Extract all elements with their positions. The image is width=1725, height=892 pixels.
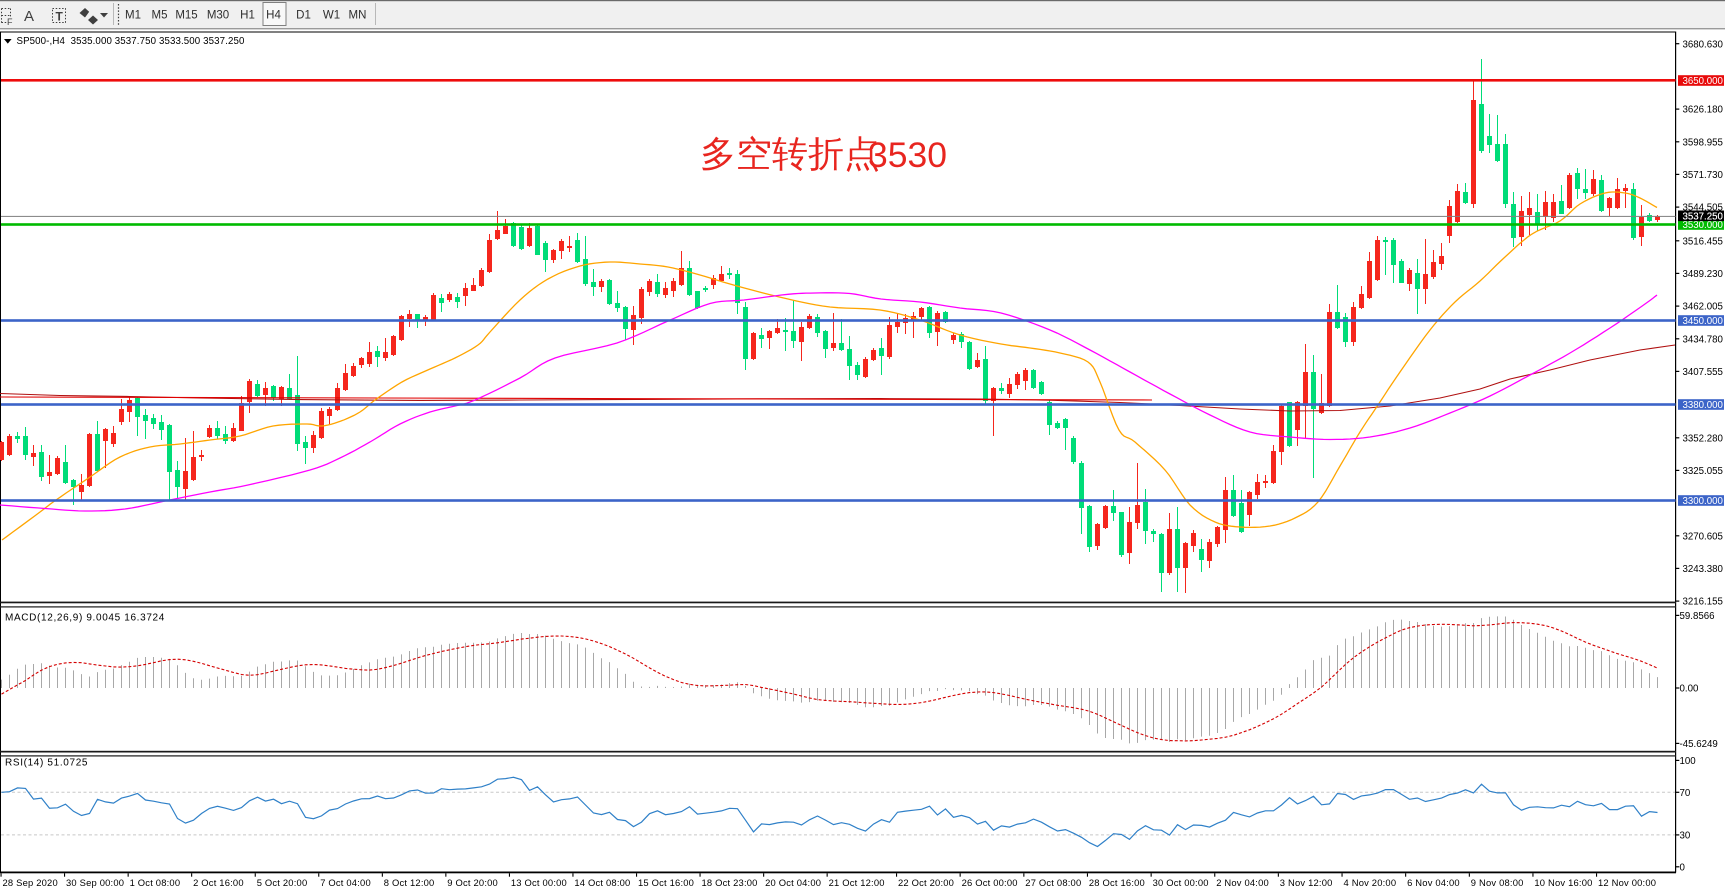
svg-text:3300.000: 3300.000 (1683, 496, 1724, 507)
svg-text:W1: W1 (323, 10, 340, 22)
svg-text:3530.000: 3530.000 (1683, 220, 1724, 231)
svg-text:12 Nov 00:00: 12 Nov 00:00 (1598, 877, 1656, 888)
svg-text:3530: 3530 (868, 135, 947, 175)
svg-text:27 Oct 08:00: 27 Oct 08:00 (1025, 877, 1081, 888)
svg-text:3650.000: 3650.000 (1683, 76, 1724, 87)
svg-text:3489.230: 3489.230 (1683, 269, 1724, 280)
svg-text:18 Oct 23:00: 18 Oct 23:00 (702, 877, 758, 888)
svg-text:3352.280: 3352.280 (1683, 433, 1724, 444)
svg-text:3537.250: 3537.250 (1683, 211, 1724, 222)
svg-text:F: F (7, 17, 13, 27)
svg-text:9 Nov 08:00: 9 Nov 08:00 (1471, 877, 1524, 888)
svg-text:2 Nov 04:00: 2 Nov 04:00 (1216, 877, 1269, 888)
svg-text:22 Oct 20:00: 22 Oct 20:00 (898, 877, 954, 888)
svg-text:28 Sep 2020: 28 Sep 2020 (3, 877, 58, 888)
svg-text:H4: H4 (266, 10, 281, 22)
svg-text:3537.250: 3537.250 (1683, 211, 1724, 222)
svg-text:3380.000: 3380.000 (1683, 400, 1724, 411)
svg-text:0.00: 0.00 (1680, 684, 1699, 695)
svg-text:6 Nov 04:00: 6 Nov 04:00 (1407, 877, 1460, 888)
svg-text:3626.180: 3626.180 (1683, 105, 1724, 116)
svg-text:M15: M15 (175, 10, 197, 22)
svg-text:10 Nov 16:00: 10 Nov 16:00 (1534, 877, 1592, 888)
svg-text:A: A (24, 8, 34, 25)
svg-text:3 Nov 12:00: 3 Nov 12:00 (1280, 877, 1333, 888)
svg-text:3544.505: 3544.505 (1683, 203, 1723, 214)
svg-text:26 Oct 00:00: 26 Oct 00:00 (962, 877, 1018, 888)
svg-text:1 Oct 08:00: 1 Oct 08:00 (130, 877, 181, 888)
svg-text:14 Oct 08:00: 14 Oct 08:00 (574, 877, 630, 888)
svg-text:MACD(12,26,9) 9.0045 16.3724: MACD(12,26,9) 9.0045 16.3724 (5, 613, 165, 624)
svg-text:0: 0 (1680, 862, 1686, 873)
svg-text:5 Oct 20:00: 5 Oct 20:00 (257, 877, 308, 888)
svg-text:3325.055: 3325.055 (1683, 466, 1723, 477)
svg-text:MN: MN (349, 10, 367, 22)
svg-text:8 Oct 12:00: 8 Oct 12:00 (384, 877, 435, 888)
svg-text:M5: M5 (152, 10, 168, 22)
svg-text:3462.005: 3462.005 (1683, 302, 1723, 313)
svg-text:13 Oct 00:00: 13 Oct 00:00 (511, 877, 567, 888)
svg-text:3450.000: 3450.000 (1683, 316, 1724, 327)
svg-text:3216.155: 3216.155 (1683, 597, 1723, 608)
svg-text:3407.555: 3407.555 (1683, 367, 1723, 378)
svg-text:4 Nov 20:00: 4 Nov 20:00 (1344, 877, 1397, 888)
svg-text:100: 100 (1680, 756, 1697, 767)
svg-text:SP500-,H4 3535.000 3537.750 3: SP500-,H4 3535.000 3537.750 3533.500 353… (17, 36, 245, 47)
svg-text:3680.630: 3680.630 (1683, 39, 1724, 50)
svg-text:59.8566: 59.8566 (1680, 611, 1715, 622)
svg-text:D1: D1 (296, 10, 311, 22)
svg-text:2 Oct 16:00: 2 Oct 16:00 (193, 877, 244, 888)
svg-text:30 Sep 00:00: 30 Sep 00:00 (66, 877, 124, 888)
svg-text:3243.380: 3243.380 (1683, 564, 1724, 575)
svg-text:28 Oct 16:00: 28 Oct 16:00 (1089, 877, 1145, 888)
svg-text:3270.605: 3270.605 (1683, 531, 1723, 542)
svg-text:M30: M30 (207, 10, 229, 22)
svg-text:H1: H1 (240, 10, 255, 22)
svg-text:9 Oct 20:00: 9 Oct 20:00 (447, 877, 498, 888)
svg-text:20 Oct 04:00: 20 Oct 04:00 (765, 877, 821, 888)
svg-text:30: 30 (1680, 831, 1691, 842)
svg-text:21 Oct 12:00: 21 Oct 12:00 (829, 877, 885, 888)
svg-text:M1: M1 (125, 10, 141, 22)
svg-text:T: T (56, 10, 64, 24)
svg-text:70: 70 (1680, 788, 1691, 799)
svg-text:RSI(14) 51.0725: RSI(14) 51.0725 (5, 758, 88, 769)
svg-text:3516.455: 3516.455 (1683, 236, 1723, 247)
svg-text:3434.780: 3434.780 (1683, 334, 1724, 345)
svg-text:15 Oct 16:00: 15 Oct 16:00 (638, 877, 694, 888)
svg-text:3598.955: 3598.955 (1683, 137, 1723, 148)
svg-text:-45.6249: -45.6249 (1680, 739, 1718, 750)
svg-text:30 Oct 00:00: 30 Oct 00:00 (1153, 877, 1209, 888)
svg-text:7 Oct 04:00: 7 Oct 04:00 (320, 877, 371, 888)
svg-text:3571.730: 3571.730 (1683, 170, 1724, 181)
